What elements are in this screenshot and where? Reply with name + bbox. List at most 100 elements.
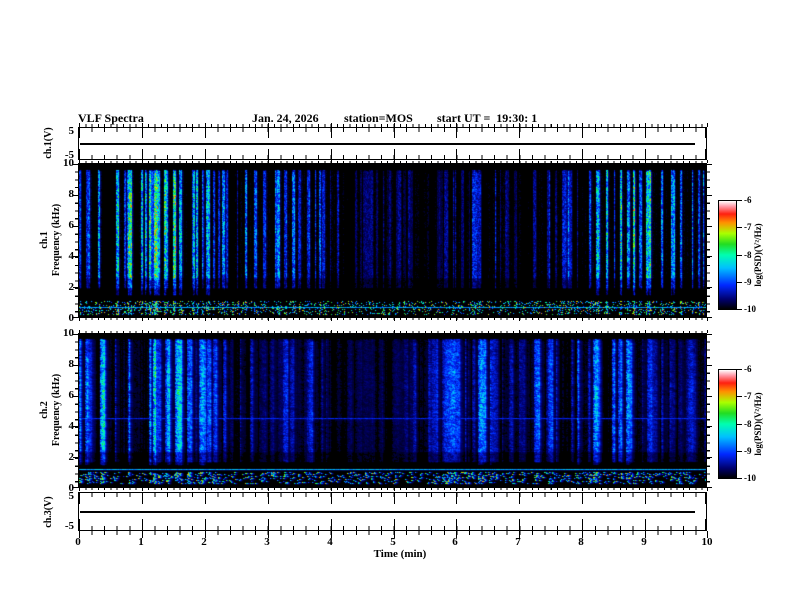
major-tick-x [331, 488, 332, 491]
major-tick-x [79, 128, 80, 138]
major-tick-x [519, 149, 520, 159]
major-tick-x [519, 493, 520, 504]
major-tick-x [331, 493, 332, 504]
major-tick-x [142, 128, 143, 138]
major-tick-x [645, 519, 646, 530]
major-tick-x [645, 531, 646, 538]
ch1-spectrogram-panel [73, 160, 712, 321]
ch1-freq-tick-label: 2 [68, 281, 75, 293]
major-tick-x [205, 531, 206, 538]
minor-ticks-x [79, 318, 706, 320]
major-tick-x [268, 160, 269, 163]
ch1-frequency-unit-label: Frequency (kHz) [51, 203, 62, 277]
major-tick-x [705, 519, 706, 530]
ch1-channel-label: ch.1 [39, 231, 50, 249]
major-tick-x [645, 123, 646, 127]
minor-ticks-x [79, 526, 706, 530]
minor-ticks-y [707, 334, 710, 487]
ch2-freq-tick-label: 6 [68, 389, 75, 401]
major-tick-y [707, 457, 712, 458]
minor-ticks-y [707, 164, 710, 317]
figure-station: station=MOS [344, 111, 413, 125]
major-tick-x [582, 123, 583, 127]
major-tick-x [268, 149, 269, 159]
major-tick-x [142, 330, 143, 333]
major-tick-x [205, 128, 206, 138]
major-tick-x [331, 318, 332, 321]
time-tick-label: 7 [515, 536, 521, 548]
major-tick-x [142, 488, 143, 491]
major-tick-x [519, 128, 520, 138]
major-tick-x [456, 330, 457, 333]
minor-ticks-x [79, 128, 706, 132]
time-tick-label: 3 [264, 536, 270, 548]
minor-ticks-y [75, 334, 78, 487]
ch1-freq-tick-label: 6 [68, 219, 75, 231]
colorbar-tick [737, 282, 742, 283]
ch2-spectrogram-image [79, 334, 706, 487]
colorbar-tick-label: -10 [744, 304, 756, 314]
colorbar-tick-label: -6 [744, 195, 752, 205]
volt-tick-label-top: 5 [68, 125, 75, 137]
major-tick-x [582, 128, 583, 138]
time-tick-label: 4 [327, 536, 333, 548]
colorbar-tick-label: -7 [744, 391, 752, 401]
ch1-colorbar [718, 200, 737, 310]
major-tick-x [79, 160, 80, 163]
major-tick-y [707, 256, 712, 257]
major-tick-x [331, 531, 332, 538]
time-tick-label: 0 [75, 536, 81, 548]
major-tick-y [707, 164, 712, 165]
major-tick-x [394, 488, 395, 491]
major-tick-y [73, 334, 78, 335]
time-tick-label: 2 [201, 536, 207, 548]
time-tick-label: 8 [578, 536, 584, 548]
ch2-frequency-axis-label: ch.2 Frequency (kHz) [39, 330, 63, 490]
ch1-frequency-axis-label: ch.1 Frequency (kHz) [39, 160, 63, 320]
time-tick-label: 1 [138, 536, 144, 548]
minor-ticks-x [79, 488, 706, 490]
major-tick-x [331, 330, 332, 333]
major-tick-x [79, 488, 80, 491]
ch1-colorbar-label: log(PSD)(V²/Hz) [753, 223, 763, 287]
ch3-waveform-panel [78, 492, 708, 538]
major-tick-x [268, 531, 269, 538]
major-tick-x [519, 488, 520, 491]
major-tick-x [519, 531, 520, 538]
major-tick-x [394, 160, 395, 163]
major-tick-x [79, 123, 80, 127]
major-tick-x [205, 123, 206, 127]
major-tick-x [268, 128, 269, 138]
major-tick-y [707, 396, 712, 397]
major-tick-x [456, 488, 457, 491]
major-tick-x [456, 123, 457, 127]
major-tick-x [519, 160, 520, 163]
major-tick-x [79, 531, 80, 538]
major-tick-y [73, 317, 78, 318]
ch2-freq-tick-label: 10 [63, 327, 74, 339]
major-tick-x [645, 330, 646, 333]
colorbar-tick-label: -10 [744, 473, 756, 483]
time-tick-label: 6 [452, 536, 458, 548]
colorbar-tick-label: -7 [744, 222, 752, 232]
major-tick-x [268, 519, 269, 530]
ch2-freq-tick-label: 2 [68, 451, 75, 463]
major-tick-x [394, 330, 395, 333]
major-tick-y [707, 195, 712, 196]
major-tick-x [205, 519, 206, 530]
major-tick-x [205, 330, 206, 333]
major-tick-x [705, 149, 706, 159]
ch2-colorbar-label: log(PSD)(V²/Hz) [753, 392, 763, 456]
major-tick-y [73, 426, 78, 427]
major-tick-x [582, 531, 583, 538]
major-tick-x [707, 488, 708, 491]
major-tick-y [73, 487, 78, 488]
major-tick-x [645, 488, 646, 491]
major-tick-x [394, 531, 395, 538]
major-tick-y [707, 317, 712, 318]
time-axis-label: Time (min) [373, 548, 427, 560]
colorbar-tick-label: -8 [744, 419, 752, 429]
major-tick-x [331, 128, 332, 138]
colorbar-tick [737, 227, 742, 228]
major-tick-x [582, 318, 583, 321]
